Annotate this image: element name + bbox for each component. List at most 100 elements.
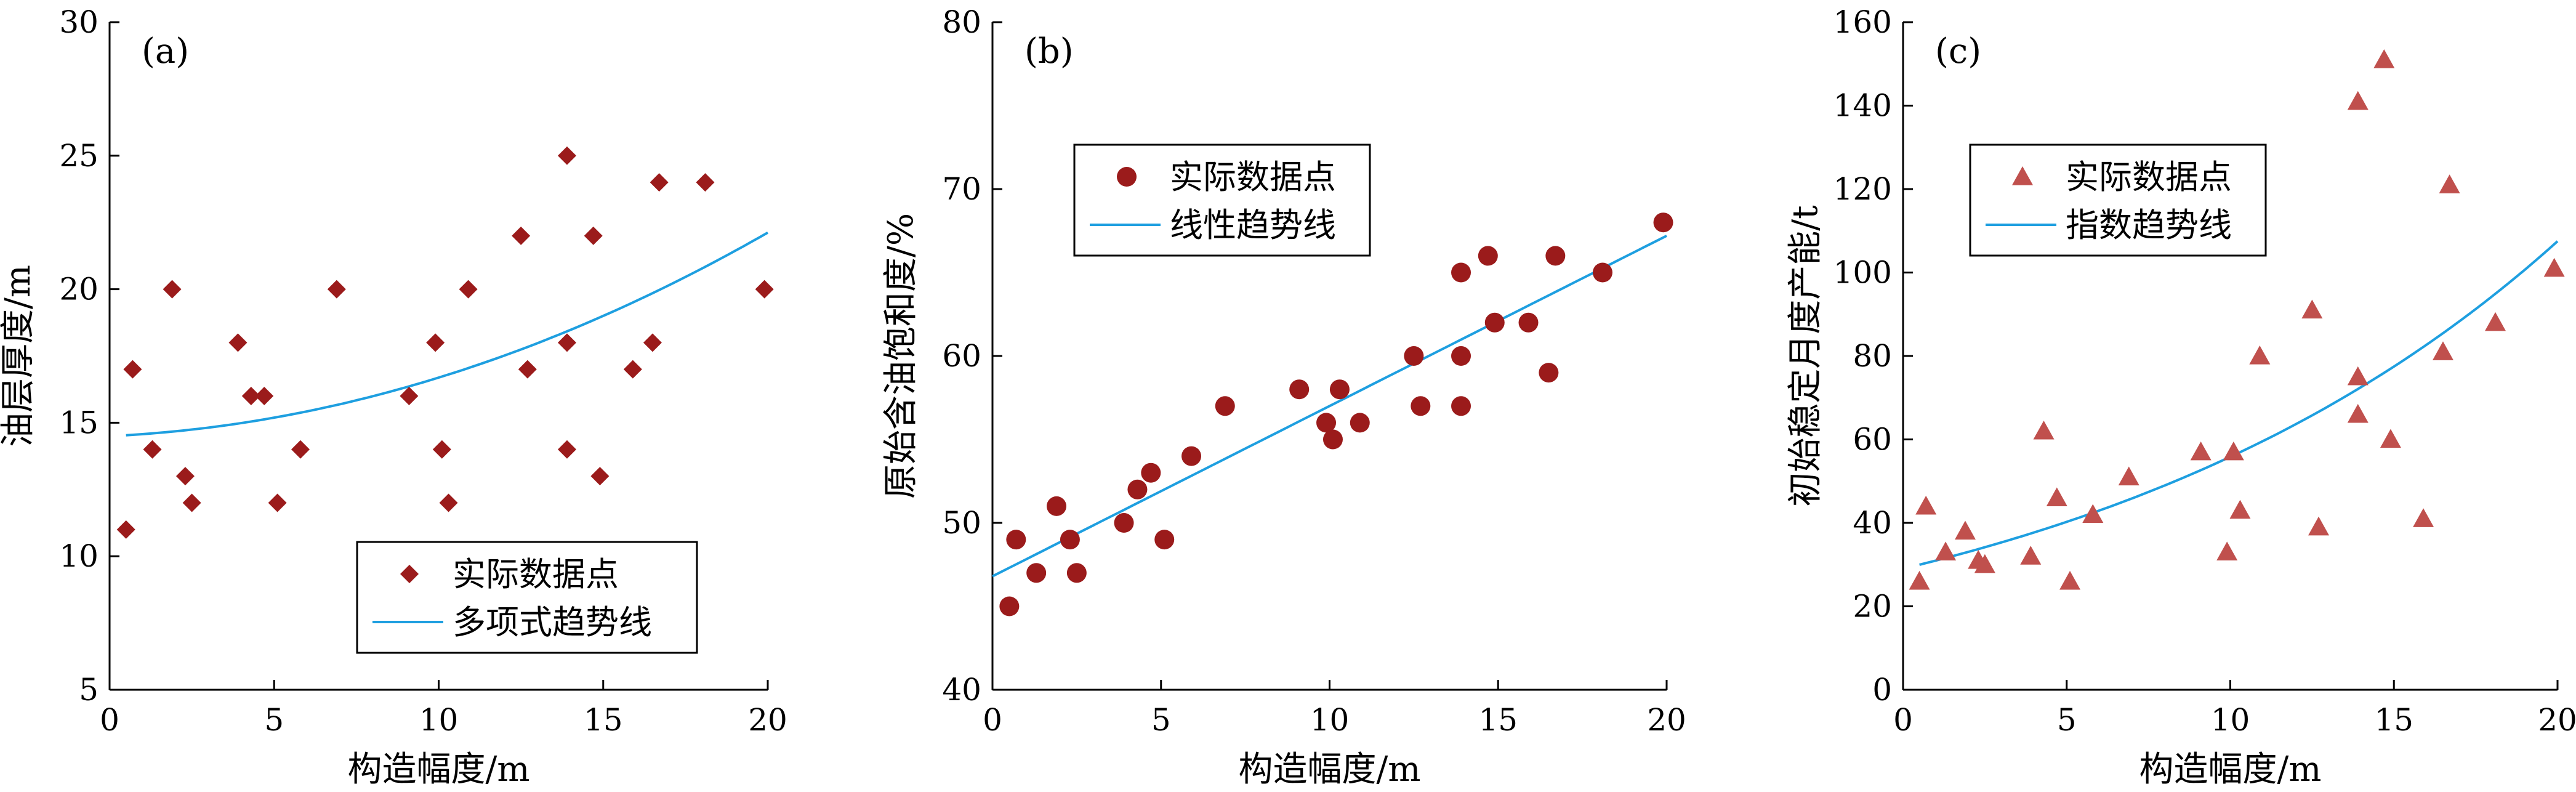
y-tick-label: 10 — [59, 538, 99, 574]
data-point — [291, 440, 310, 459]
data-point — [255, 387, 274, 406]
data-point — [268, 493, 287, 512]
chart-panel-2: 0 5 10 15 20 40 50 60 70 80 构造幅度/m 原始含油饱和度/% (b) 实际数据… — [881, 4, 1686, 790]
y-tick-label: 15 — [59, 405, 99, 440]
y-tick-label: 40 — [942, 672, 981, 708]
y-tick-label: 40 — [1853, 505, 1892, 541]
x-tick-label: 5 — [2057, 702, 2077, 738]
legend-marker — [2012, 166, 2033, 185]
data-point — [143, 440, 162, 459]
data-point — [557, 440, 576, 459]
data-point — [2118, 466, 2139, 486]
legend-label: 多项式趋势线 — [453, 603, 652, 642]
data-point — [2347, 403, 2369, 423]
data-point — [1141, 463, 1161, 483]
data-point — [2543, 257, 2565, 277]
data-point — [1451, 346, 1471, 366]
data-point — [557, 333, 576, 352]
x-tick-label: 10 — [1310, 702, 1350, 738]
data-point — [2033, 420, 2055, 440]
y-tick-label: 30 — [59, 4, 99, 40]
x-tick-label: 0 — [983, 702, 1002, 738]
panel-label: (b) — [1024, 31, 1074, 71]
data-point — [1181, 446, 1202, 466]
data-point — [1935, 541, 1957, 561]
y-tick-label: 0 — [1872, 672, 1892, 708]
data-point — [518, 360, 537, 379]
data-point — [2347, 91, 2369, 110]
legend-label: 实际数据点 — [1170, 158, 1336, 196]
data-point — [1060, 530, 1080, 550]
data-point — [432, 440, 451, 459]
data-point — [2020, 546, 2042, 565]
data-point — [1066, 563, 1087, 583]
y-tick-label: 80 — [1853, 338, 1892, 374]
data-point — [163, 280, 182, 299]
chart-panel-1: 0 5 10 15 2051015202530构造幅度/m油层厚度/m(a)实际数据点多… — [0, 4, 787, 790]
data-point — [1411, 396, 1431, 416]
data-point — [650, 173, 669, 192]
x-tick-label: 20 — [748, 702, 787, 738]
data-point — [400, 387, 419, 406]
data-point — [1322, 429, 1343, 450]
data-point — [2308, 516, 2330, 536]
data-point — [2046, 487, 2067, 506]
y-tick-label: 120 — [1833, 171, 1892, 207]
legend-box — [1073, 143, 1371, 257]
data-point — [590, 467, 610, 486]
data-point — [327, 280, 346, 299]
data-point — [1289, 379, 1310, 400]
data-point — [182, 493, 201, 512]
x-tick-label: 20 — [1647, 702, 1686, 738]
data-point — [1484, 312, 1505, 333]
data-point — [116, 520, 135, 539]
y-tick-label: 50 — [942, 505, 981, 541]
y-tick-label: 20 — [59, 272, 99, 307]
data-point — [1127, 479, 1148, 499]
y-axis-title: 油层厚度/m — [0, 265, 38, 447]
data-point — [1909, 570, 1930, 590]
x-tick-label: 15 — [584, 702, 623, 738]
data-point — [999, 596, 1020, 616]
y-tick-label: 100 — [1833, 255, 1892, 291]
legend-label: 指数趋势线 — [2066, 206, 2232, 244]
y-axis-title: 原始含油饱和度/% — [881, 213, 921, 499]
data-point — [2413, 508, 2434, 527]
data-point — [1404, 346, 1424, 366]
x-tick-label: 10 — [419, 702, 459, 738]
data-point — [175, 467, 195, 486]
panel-label: (c) — [1935, 31, 1981, 71]
data-point — [1653, 212, 1673, 233]
legend-marker — [1117, 167, 1137, 187]
data-point — [1047, 496, 1067, 516]
data-point — [2082, 504, 2104, 523]
data-point — [228, 333, 248, 352]
data-point — [1974, 554, 1995, 573]
y-tick-label: 160 — [1833, 4, 1892, 40]
x-tick-label: 10 — [2211, 702, 2250, 738]
panel-label: (a) — [142, 31, 189, 71]
legend-box — [1969, 143, 2267, 257]
data-point — [426, 333, 445, 352]
legend-marker — [400, 565, 419, 583]
data-point — [2229, 499, 2251, 519]
data-point — [1539, 363, 1559, 383]
trend-line — [126, 231, 768, 437]
legend-box — [356, 541, 698, 654]
data-point — [2373, 49, 2395, 68]
y-tick-label: 25 — [59, 138, 99, 174]
data-point — [2380, 429, 2401, 448]
y-tick-label: 70 — [942, 171, 981, 207]
data-point — [1518, 312, 1539, 333]
data-point — [1006, 530, 1026, 550]
data-point — [755, 280, 774, 299]
data-point — [643, 333, 662, 352]
data-point — [696, 173, 715, 192]
x-tick-label: 5 — [264, 702, 284, 738]
y-tick-label: 60 — [942, 338, 981, 374]
data-point — [123, 360, 142, 379]
data-point — [623, 360, 642, 379]
